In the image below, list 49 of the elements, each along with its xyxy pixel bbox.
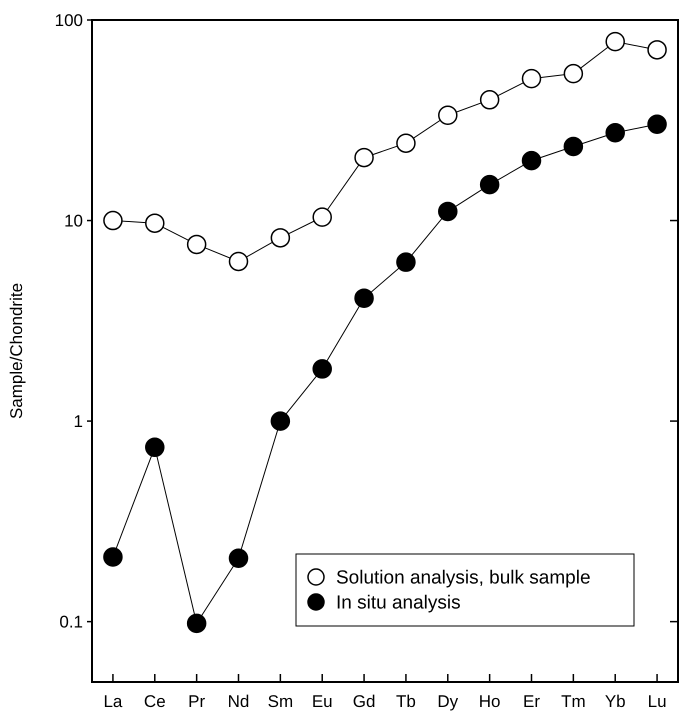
point	[186, 234, 206, 254]
point	[647, 40, 667, 60]
point	[522, 68, 542, 88]
x-tick-label: Pr	[188, 692, 206, 711]
point	[186, 614, 206, 634]
x-tick-label: La	[103, 692, 123, 711]
legend-label: Solution analysis, bulk sample	[336, 568, 591, 589]
point	[145, 213, 165, 233]
y-tick-label: 1	[74, 412, 83, 432]
point	[564, 136, 584, 156]
y-tick-label: 100	[54, 10, 83, 30]
x-tick-label: Ce	[144, 692, 166, 711]
point	[145, 438, 165, 458]
point	[396, 133, 416, 153]
point	[103, 210, 123, 230]
x-tick-label: Tb	[396, 692, 416, 711]
x-tick-label: Gd	[352, 692, 376, 711]
point	[605, 123, 625, 143]
x-tick-label: Dy	[437, 692, 459, 711]
point	[480, 90, 500, 110]
point	[312, 207, 332, 227]
point	[647, 114, 667, 134]
point	[312, 359, 332, 379]
point	[354, 148, 374, 168]
y-tick-label: 10	[64, 211, 83, 230]
x-tick-label: Lu	[648, 692, 667, 711]
point	[438, 106, 458, 125]
point	[522, 150, 542, 170]
point	[396, 252, 416, 272]
point	[270, 228, 290, 248]
x-tick-label: Yb	[604, 692, 626, 711]
point	[480, 174, 500, 194]
point	[354, 288, 374, 308]
legend-label: In situ analysis	[336, 592, 461, 614]
y-tick-label: 0.1	[59, 612, 83, 632]
x-tick-label: Tm	[561, 692, 586, 711]
point	[605, 32, 625, 52]
point	[103, 547, 123, 567]
point	[438, 202, 458, 222]
point	[228, 252, 248, 272]
x-tick-label: Er	[523, 692, 540, 711]
x-tick-label: Ho	[478, 692, 501, 711]
y-axis-title: Sample/Chondrite	[7, 282, 26, 420]
point	[564, 64, 584, 84]
x-tick-label: Sm	[268, 692, 294, 711]
point	[228, 548, 248, 568]
x-tick-label: Eu	[312, 692, 333, 711]
x-tick-label: Nd	[228, 692, 250, 711]
point	[270, 411, 290, 431]
